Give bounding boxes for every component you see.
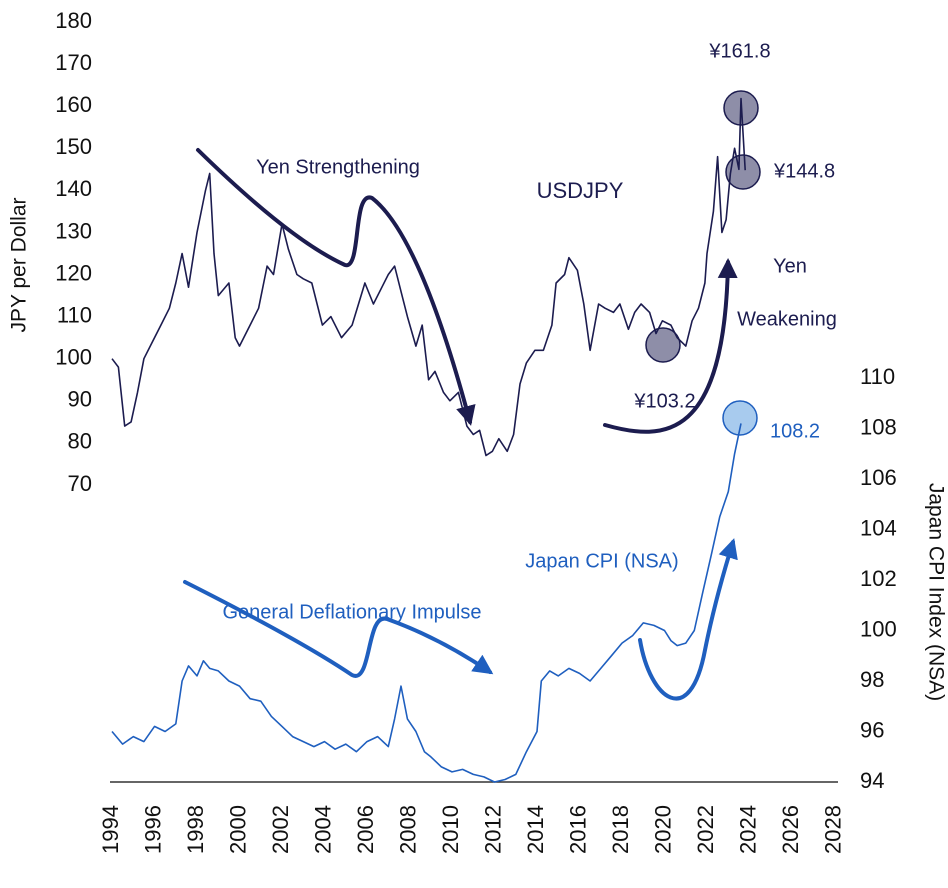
series-label: USDJPY [537, 178, 624, 203]
y-tick-label: 150 [55, 134, 92, 159]
arrow [603, 258, 738, 434]
x-tick-label: 2016 [565, 805, 590, 854]
highlight-circle [722, 400, 758, 436]
y-tick-label: 130 [55, 218, 92, 243]
y-tick-label: 70 [68, 471, 92, 496]
arrow [196, 148, 476, 426]
x-tick-label: 2010 [438, 805, 463, 854]
x-tick-label: 2006 [353, 805, 378, 854]
y-tick-label: 120 [55, 260, 92, 285]
x-tick-label: 1994 [98, 805, 123, 854]
x-tick-label: 2004 [310, 805, 335, 854]
y2-tick-label: 106 [860, 465, 897, 490]
annotation: General Deflationary Impulse [222, 601, 481, 623]
y-tick-label: 180 [55, 8, 92, 33]
arrow [183, 580, 494, 678]
annotation: 108.2 [770, 420, 820, 442]
annotation: Yen Strengthening [256, 156, 420, 178]
x-tick-label: 2028 [820, 805, 845, 854]
x-tick-label: 2012 [480, 805, 505, 854]
arrow [638, 538, 738, 701]
y2-tick-label: 100 [860, 616, 897, 641]
x-tick-label: 1996 [140, 805, 165, 854]
highlight-circle [645, 327, 681, 363]
x-tick-label: 2002 [268, 805, 293, 854]
x-tick-label: 2000 [225, 805, 250, 854]
y-tick-label: 80 [68, 429, 92, 454]
series-label: Japan CPI (NSA) [525, 550, 678, 572]
y2-tick-label: 108 [860, 414, 897, 439]
y-axis-label: JPY per Dollar [8, 197, 31, 332]
y-tick-label: 90 [68, 387, 92, 412]
y2-tick-label: 94 [860, 768, 884, 793]
series-line [111, 97, 746, 457]
y2-tick-label: 102 [860, 566, 897, 591]
x-tick-label: 2008 [395, 805, 420, 854]
y-tick-label: 140 [55, 176, 92, 201]
x-tick-label: 2026 [778, 805, 803, 854]
x-tick-label: 2022 [693, 805, 718, 854]
y2-axis-label: Japan CPI Index (NSA) [924, 483, 947, 701]
y-tick-label: 110 [57, 302, 92, 327]
x-tick-label: 2020 [650, 805, 675, 854]
annotation: Yen [773, 255, 807, 277]
annotation: Weakening [737, 308, 837, 330]
x-tick-label: 2018 [608, 805, 633, 854]
annotation: ¥161.8 [708, 40, 770, 62]
y2-tick-label: 98 [860, 667, 884, 692]
y2-tick-label: 110 [860, 364, 895, 389]
highlight-circle [725, 154, 761, 190]
y2-tick-label: 104 [860, 515, 897, 540]
x-tick-label: 1998 [183, 805, 208, 854]
y-tick-label: 170 [55, 50, 92, 75]
annotation: ¥103.2 [633, 390, 695, 412]
y2-tick-label: 96 [860, 717, 884, 742]
y-tick-label: 160 [55, 92, 92, 117]
y-tick-label: 100 [55, 345, 92, 370]
x-tick-label: 2024 [735, 805, 760, 854]
x-tick-label: 2014 [523, 805, 548, 854]
annotation: ¥144.8 [773, 160, 835, 182]
series-line [111, 423, 742, 783]
